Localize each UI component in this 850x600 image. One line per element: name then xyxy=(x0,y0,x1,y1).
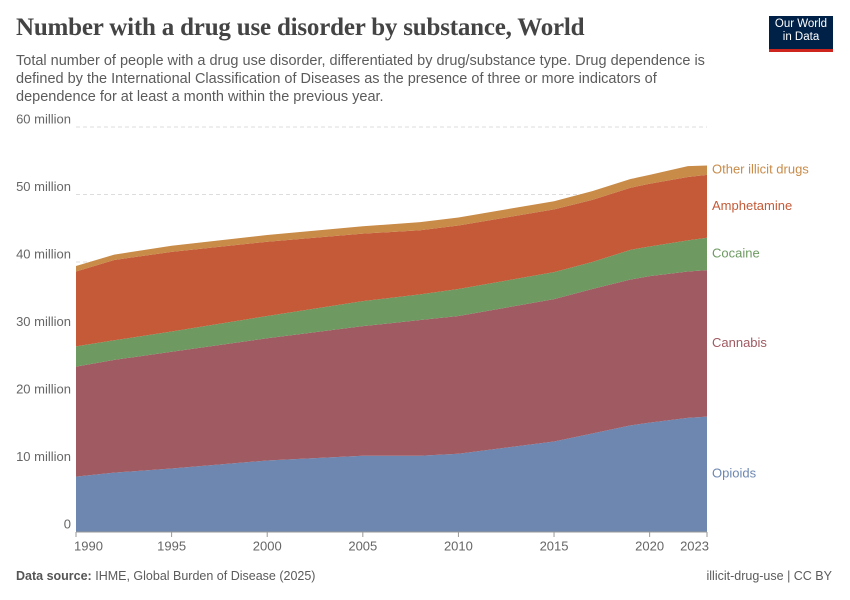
legend-label: Other illicit drugs xyxy=(712,162,809,177)
source-text: IHME, Global Burden of Disease (2025) xyxy=(95,569,316,583)
area xyxy=(76,416,707,532)
area xyxy=(76,165,707,272)
y-tick-label: 40 million xyxy=(16,246,71,261)
y-tick-label: 0 xyxy=(64,516,71,531)
x-tick-label: 2015 xyxy=(540,538,569,553)
y-tick-label: 20 million xyxy=(16,381,71,396)
legend-label: Opioids xyxy=(712,466,757,481)
y-tick-label: 30 million xyxy=(16,314,71,329)
y-tick-label: 60 million xyxy=(16,111,71,126)
area xyxy=(76,237,707,367)
area xyxy=(76,270,707,477)
y-tick-label: 10 million xyxy=(16,449,71,464)
x-tick-label: 2000 xyxy=(253,538,282,553)
source: Data source: IHME, Global Burden of Dise… xyxy=(16,569,315,583)
chart-subtitle: Total number of people with a drug use d… xyxy=(16,53,705,105)
legend-label: Cocaine xyxy=(712,245,760,260)
legend-label: Amphetamine xyxy=(712,198,792,213)
legend-label: Cannabis xyxy=(712,335,767,350)
logo[interactable]: Our World in Data xyxy=(769,16,833,52)
x-tick-label: 1990 xyxy=(74,538,103,553)
license[interactable]: illicit-drug-use | CC BY xyxy=(706,569,832,583)
x-tick-label: 1995 xyxy=(157,538,186,553)
chart-title: Number with a drug use disorder by subst… xyxy=(16,14,585,41)
x-tick-label: 2020 xyxy=(635,538,664,553)
x-tick-label: 2010 xyxy=(444,538,473,553)
source-label: Data source: xyxy=(16,569,92,583)
area xyxy=(76,174,707,347)
x-tick-label: 2005 xyxy=(348,538,377,553)
y-tick-label: 50 million xyxy=(16,179,71,194)
x-tick-label: 2023 xyxy=(680,538,709,553)
